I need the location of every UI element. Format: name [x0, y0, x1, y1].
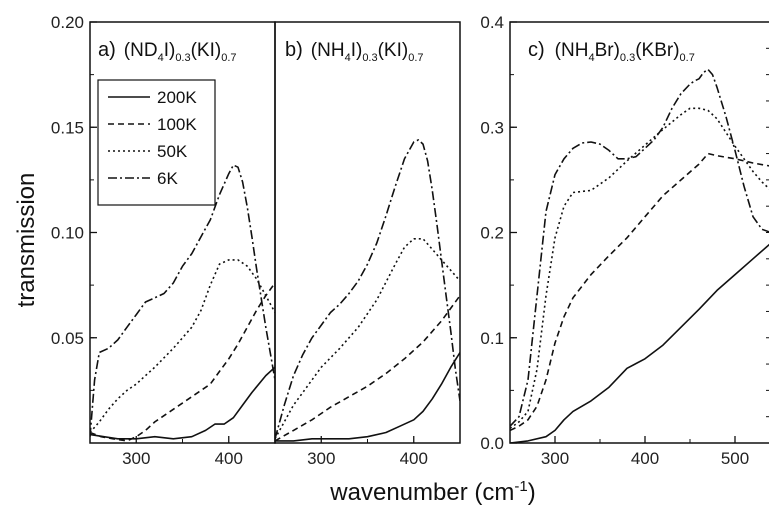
- panel-b-series-6k: [275, 139, 460, 440]
- legend-label-50k: 50K: [157, 142, 188, 161]
- panel-a-series-200k: [90, 366, 275, 440]
- x-axis-title-sup: -1: [514, 478, 527, 495]
- panel-c-ytick-label-3: 0.3: [480, 118, 504, 137]
- panel-a-letter: a): [98, 39, 116, 61]
- x-axis-title-close: ): [528, 479, 536, 506]
- panel-a-title: a) (ND4I)0.3(KI)0.7: [98, 39, 237, 64]
- panel-a-ytick-label-3: 0.20: [51, 13, 84, 32]
- y-axis-title: transmission: [13, 173, 40, 308]
- panel-a-xtick-label-400: 400: [215, 449, 243, 468]
- panel-a-ytick-label-0: 0.05: [51, 329, 84, 348]
- panel-b-series-200k: [275, 352, 460, 442]
- panel-c-xtick-label-300: 300: [541, 449, 569, 468]
- panel-c-series-50k: [510, 107, 769, 429]
- x-axis-title-main: wavenumber (cm: [329, 479, 514, 506]
- panel-a-xtick-label-300: 300: [122, 449, 150, 468]
- x-axis-title: wavenumber (cm-1): [329, 478, 535, 506]
- legend-label-6k: 6K: [157, 169, 178, 188]
- panel-c-xtick-label-400: 400: [631, 449, 659, 468]
- panel-c-letter: c): [528, 39, 545, 61]
- panel-a-series-100k: [90, 282, 275, 442]
- panel-b-series-100k: [275, 295, 460, 442]
- legend-label-200k: 200K: [157, 88, 197, 107]
- panel-c-series-200k: [510, 243, 769, 443]
- panel-c-title: c) (NH4Br)0.3(KBr)0.7: [528, 39, 695, 64]
- panel-c-series-6k: [510, 68, 769, 427]
- legend-box: [97, 79, 216, 206]
- panel-c-ytick-label-0: 0.0: [480, 434, 504, 453]
- panel-c-ytick-label-2: 0.2: [480, 224, 504, 243]
- panel-c-series-100k: [510, 152, 769, 432]
- panel-a-series-6k: [90, 164, 275, 437]
- panel-c-xtick-label-500: 500: [721, 449, 749, 468]
- panel-a-ytick-label-1: 0.10: [51, 224, 84, 243]
- panel-a-ytick-label-2: 0.15: [51, 118, 84, 137]
- legend-label-100k: 100K: [157, 115, 197, 134]
- panel-b-xtick-label-300: 300: [307, 449, 335, 468]
- panel-b-xtick-label-400: 400: [400, 449, 428, 468]
- chart-marks: 300 400 0.05 0.10 0.15 0.20 300 400 300 400 500 0.0…: [51, 13, 769, 468]
- panel-a-series-50k: [90, 259, 275, 434]
- legend: 200K 100K 50K 6K: [97, 79, 216, 206]
- panel-b-title: b) (NH4I)0.3(KI)0.7: [285, 39, 424, 64]
- panel-c-ytick-label-1: 0.1: [480, 329, 504, 348]
- panel-b-letter: b): [285, 39, 303, 61]
- panel-c-ytick-label-4: 0.4: [480, 13, 504, 32]
